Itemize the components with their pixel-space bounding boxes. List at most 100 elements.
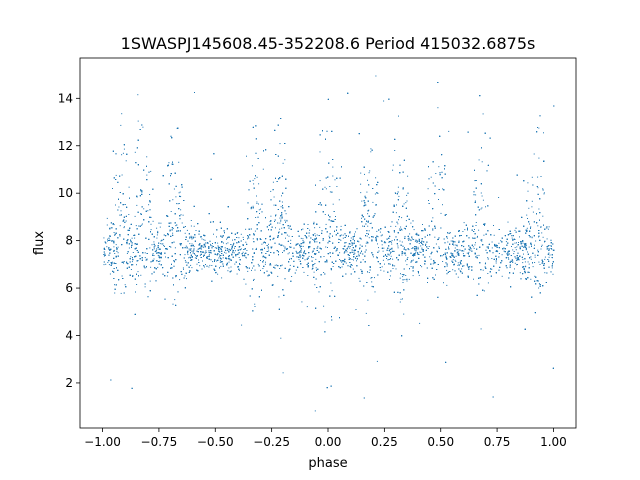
data-point [158,255,160,257]
data-point [332,203,334,205]
data-point [452,269,454,271]
data-point [219,256,221,258]
data-point [190,220,192,221]
data-point [527,218,528,219]
data-point [286,219,288,221]
data-point [478,254,480,256]
data-point [275,227,276,229]
data-point [341,266,343,268]
data-point [302,240,304,241]
data-point [511,237,513,239]
data-point [403,227,405,229]
data-point [126,242,128,244]
data-point [537,225,539,227]
data-point [175,196,177,198]
data-point [121,174,123,176]
data-point [103,264,105,266]
data-point [533,153,535,155]
data-point [532,266,534,268]
data-point [495,258,497,259]
data-point [397,247,399,249]
data-point [316,234,318,236]
data-point [172,227,174,229]
data-point [537,187,539,189]
data-point [258,183,260,185]
data-point [531,237,533,239]
data-point [253,183,255,185]
data-point [180,209,182,211]
data-point [160,222,162,224]
data-point [160,243,162,245]
data-point [474,200,476,202]
data-point [487,282,489,284]
data-point [356,260,357,262]
data-point [146,156,148,158]
data-point [538,261,540,263]
data-point [457,264,459,266]
data-point [404,253,406,255]
data-point [103,254,105,255]
data-point [187,253,189,255]
data-point [407,257,409,258]
data-point [371,285,373,287]
data-point [209,264,211,266]
data-point [525,249,527,251]
data-point [269,221,271,223]
data-point [375,177,377,179]
data-point [350,237,352,239]
data-point [531,206,533,208]
data-point [111,240,112,242]
data-point [284,248,286,250]
data-point [282,372,284,374]
data-point [469,266,471,267]
data-point [514,242,516,244]
data-point [302,238,304,240]
data-point [252,179,254,181]
data-point [268,243,269,245]
data-point [284,159,286,161]
data-point [246,250,248,251]
data-point [125,160,127,162]
data-point [401,274,403,275]
data-point [375,204,377,206]
data-point [372,201,374,203]
data-point [342,234,344,236]
data-point [345,262,347,264]
data-point [216,260,218,262]
data-point [397,223,399,225]
data-point [384,263,385,265]
data-point [507,221,509,223]
data-point [417,253,419,255]
data-point [501,275,503,277]
data-point [144,257,146,259]
data-point [212,261,214,263]
data-point [203,239,205,241]
data-point [534,244,535,246]
data-point [120,124,122,126]
data-point [463,265,465,267]
data-point [346,251,348,253]
data-point [380,269,382,271]
data-point [435,274,436,276]
data-point [392,268,394,269]
data-point [366,235,368,237]
data-point [304,250,306,252]
data-point [329,191,331,193]
data-point [473,278,474,280]
data-point [482,113,484,115]
data-point [184,254,186,256]
data-point [481,207,483,209]
data-point [534,254,536,256]
data-point [419,322,421,324]
data-point [552,273,554,275]
data-point [534,262,536,263]
data-point [532,211,534,213]
data-point [476,255,478,257]
data-point [232,251,234,253]
data-point [542,188,544,190]
data-point [447,232,448,234]
data-point [491,268,493,270]
data-point [170,211,172,212]
data-point [538,287,540,289]
data-point [245,256,247,258]
